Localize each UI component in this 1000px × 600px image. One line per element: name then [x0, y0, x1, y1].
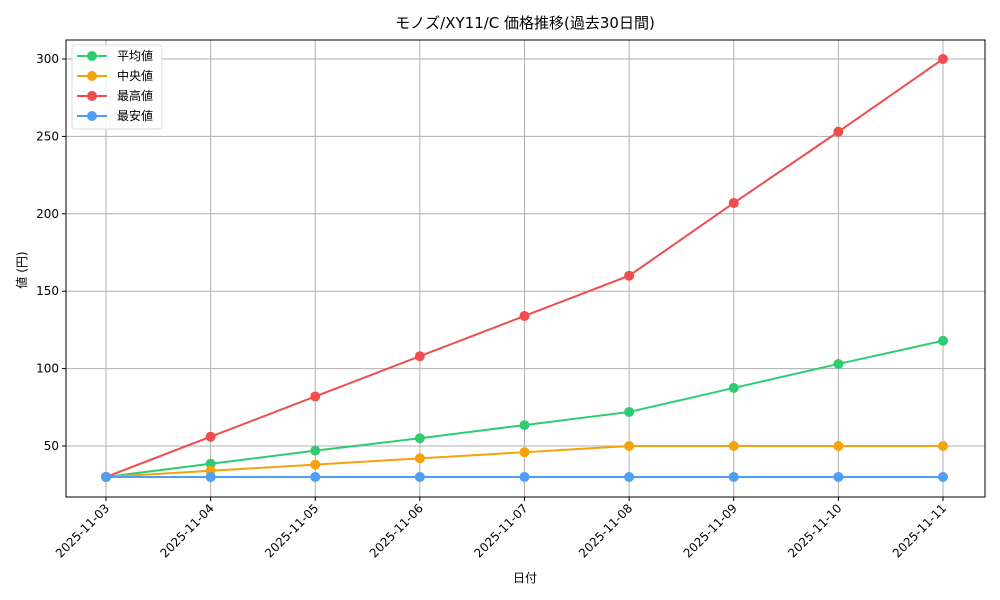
y-tick-label: 200: [36, 207, 59, 221]
x-tick-label: 2025-11-04: [158, 501, 217, 560]
data-point: [624, 406, 635, 417]
legend-item: 中央値: [77, 68, 153, 83]
legend-item: 平均値: [77, 48, 153, 63]
legend-label: 最安値: [117, 108, 153, 123]
data-point: [414, 351, 425, 362]
data-point: [728, 441, 739, 451]
data-point: [728, 471, 739, 482]
x-tick-label: 2025-11-09: [681, 501, 740, 560]
data-point: [205, 471, 216, 482]
y-tick-label: 50: [44, 439, 59, 453]
legend-marker-icon: [87, 51, 97, 61]
data-point: [833, 126, 844, 137]
y-tick-label: 100: [36, 362, 59, 376]
data-point: [414, 433, 425, 444]
y-tick-label: 250: [36, 129, 59, 143]
grid-lines: [66, 40, 985, 497]
legend-box: [71, 44, 163, 130]
data-point: [938, 441, 948, 451]
legend-marker-icon: [87, 111, 97, 121]
data-point: [833, 441, 844, 451]
legend-item: 最高値: [77, 88, 153, 103]
y-tick-label: 300: [36, 52, 59, 66]
chart-title: モノズ/XY11/C 価格推移(過去30日間): [395, 14, 655, 32]
data-point: [414, 471, 425, 482]
legend-marker-icon: [87, 71, 97, 81]
x-axis-ticks: 2025-11-03 2025-11-04 2025-11-05 2025-11-06…: [53, 497, 949, 560]
data-point: [310, 391, 321, 402]
legend-label: 平均値: [117, 48, 153, 63]
data-point: [101, 471, 111, 482]
data-point: [624, 471, 635, 482]
data-point: [833, 471, 844, 482]
legend-label: 最高値: [117, 88, 153, 103]
data-point: [624, 441, 635, 451]
legend-marker-icon: [87, 91, 97, 101]
data-point: [310, 471, 321, 482]
plot-frame: [65, 39, 986, 498]
data-point: [205, 458, 216, 469]
data-point: [728, 382, 739, 393]
x-tick-label: 2025-11-08: [576, 501, 635, 560]
series-lines: [101, 54, 948, 482]
data-point: [205, 431, 216, 442]
x-tick-label: 2025-11-10: [785, 501, 844, 560]
data-point: [938, 335, 948, 346]
data-point: [938, 471, 948, 482]
x-tick-label: 2025-11-11: [890, 501, 949, 560]
data-point: [310, 445, 321, 456]
data-point: [728, 197, 739, 208]
series-line: [101, 471, 948, 482]
data-point: [833, 358, 844, 369]
x-tick-label: 2025-11-07: [471, 501, 530, 560]
x-tick-label: 2025-11-03: [53, 501, 112, 560]
data-point: [624, 270, 635, 281]
data-point: [519, 471, 530, 482]
data-point: [519, 447, 530, 458]
x-axis-label: 日付: [513, 571, 537, 585]
y-tick-label: 150: [36, 284, 59, 298]
data-point: [519, 420, 530, 431]
y-axis-label: 値 (円): [14, 251, 29, 288]
data-point: [414, 453, 425, 464]
legend-item: 最安値: [77, 108, 153, 123]
x-tick-label: 2025-11-05: [262, 501, 321, 560]
x-tick-label: 2025-11-06: [367, 501, 426, 560]
y-axis-ticks: 50 100 150 200 250 300: [36, 52, 66, 453]
data-point: [519, 310, 530, 321]
data-point: [938, 54, 948, 64]
legend-label: 中央値: [117, 68, 153, 83]
data-point: [310, 459, 321, 470]
